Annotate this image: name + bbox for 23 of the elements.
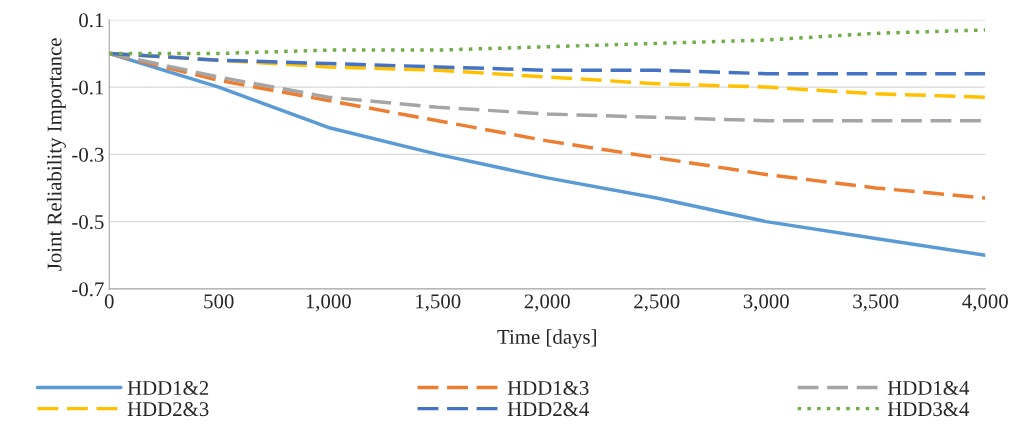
legend-label: HDD2&3 [127,402,209,417]
x-tick-label: 0 [104,294,114,309]
y-tick-label: -0.5 [72,214,104,230]
y-axis-title: Joint Reliability Importance [46,38,66,271]
x-tick-label: 1,500 [416,294,461,312]
x-tick-label: 3,500 [853,294,899,312]
legend-label: HDD1&2 [127,380,209,396]
y-tick-label: 0.1 [79,13,104,28]
x-axis-title: Time [days] [497,329,596,349]
line-series [109,28,986,56]
legend-label: HDD1&3 [507,380,589,396]
x-tick-label: 2,500 [634,294,680,312]
y-tick-label: -0.7 [72,282,104,297]
legend-label: HDD1&4 [887,380,970,396]
y-tick-label: -0.1 [72,80,104,95]
legend-label: HDD2&4 [507,402,590,417]
y-tick-label: -0.3 [72,147,104,162]
x-tick-label: 3,000 [743,294,789,312]
x-tick-label: 1,000 [306,294,351,312]
x-tick-label: 500 [204,294,234,309]
legend-label: HDD3&4 [887,402,970,417]
x-tick-label: 4,000 [962,294,1008,312]
x-tick-label: 2,000 [524,294,570,312]
